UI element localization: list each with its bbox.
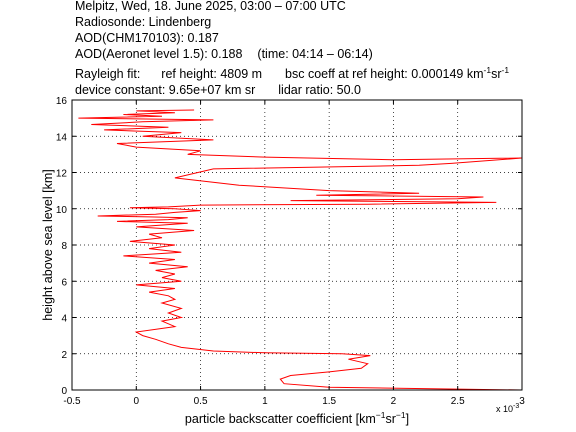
rayleigh-fit-label: Rayleigh fit: (75, 67, 141, 81)
rayleigh-fit-row: Rayleigh fit: ref height: 4809 m bsc coe… (75, 66, 509, 82)
x-tick-label: 0.5 (194, 396, 208, 407)
device-row: device constant: 9.65e+07 km sr lidar ra… (75, 82, 361, 98)
ref-height-label: ref height: 4809 m (161, 67, 263, 81)
x-tick-label: -0.5 (63, 396, 81, 407)
lidar-ratio-label: lidar ratio: 50.0 (278, 83, 361, 97)
x-tick-label: 2.5 (451, 396, 465, 407)
y-tick-label: 14 (56, 132, 68, 143)
aod-aeronet-value: AOD(Aeronet level 1.5): 0.188 (75, 47, 243, 61)
x-tick-label: 0 (134, 396, 140, 407)
x-tick-label: 1.5 (322, 396, 336, 407)
y-tick-label: 16 (56, 96, 68, 107)
device-constant-label: device constant: 9.65e+07 km sr (75, 83, 256, 97)
y-tick-label: 6 (61, 277, 67, 288)
aod-aeronet-label: AOD(Aeronet level 1.5): 0.188 (time: 04:… (75, 46, 373, 62)
y-tick-label: 10 (56, 205, 68, 216)
title-location-date: Melpitz, Wed, 18. June 2025, 03:00 – 07:… (75, 0, 346, 13)
y-tick-label: 4 (61, 314, 67, 325)
y-axis-label: height above sea level [km] (41, 169, 55, 320)
grid-lines (72, 100, 522, 390)
series-layer (78, 109, 523, 391)
bsc-coeff-label: bsc coeff at ref height: 0.000149 km-1sr… (285, 65, 510, 81)
radiosonde-label: Radiosonde: Lindenberg (75, 15, 212, 29)
aod-aeronet-time: (time: 04:14 – 06:14) (257, 47, 373, 61)
y-tick-label: 12 (56, 169, 68, 180)
x-multiplier-label: x 10-3 (496, 403, 519, 414)
x-axis-label: particle backscatter coefficient [km−1sr… (185, 410, 409, 426)
y-tick-label: 0 (61, 386, 67, 397)
x-tick-label: 2 (391, 396, 397, 407)
y-tick-label: 2 (61, 350, 67, 361)
aod-chm-label: AOD(CHM170103): 0.187 (75, 31, 219, 45)
x-tick-label: 1 (262, 396, 268, 407)
y-tick-label: 8 (61, 241, 67, 252)
series-line (78, 109, 523, 391)
x-tick-label: 3 (519, 396, 525, 407)
